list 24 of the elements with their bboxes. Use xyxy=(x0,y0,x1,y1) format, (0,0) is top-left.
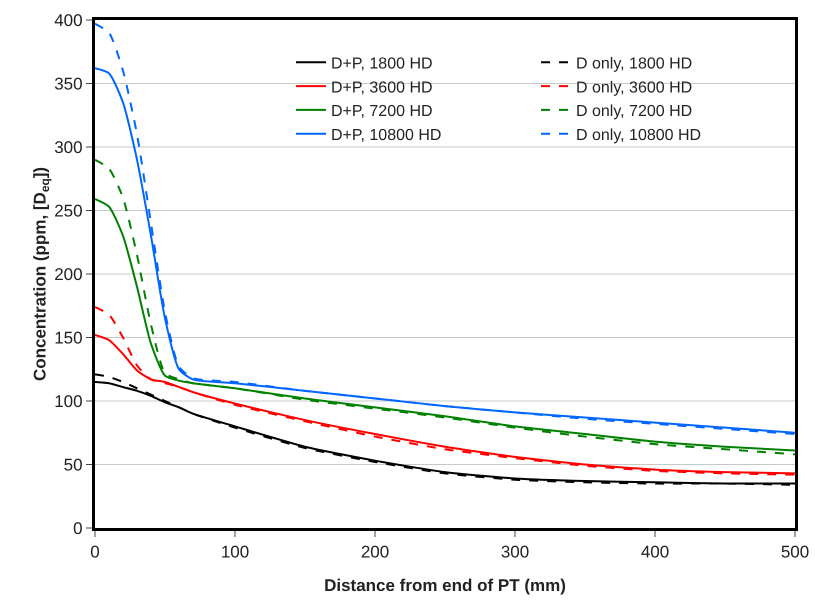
legend-label: D+P, 1800 HD xyxy=(331,56,433,73)
y-tick-label: 100 xyxy=(54,392,83,411)
y-tick-label: 50 xyxy=(64,455,83,474)
y-tick-label: 300 xyxy=(54,138,83,157)
y-tick-label: 400 xyxy=(54,10,83,30)
y-tick-label: 250 xyxy=(54,201,83,220)
y-tick-label: 350 xyxy=(54,74,83,94)
legend-label: D only, 1800 HD xyxy=(576,56,692,73)
legend-label: D+P, 10800 HD xyxy=(331,126,442,144)
x-tick-label: 300 xyxy=(500,542,530,562)
y-tick-label: 200 xyxy=(54,264,83,284)
x-tick-label: 400 xyxy=(640,542,670,562)
x-tick-label: 0 xyxy=(90,542,100,562)
legend-label: D only, 10800 HD xyxy=(576,126,702,144)
legend-label: D only, 7200 HD xyxy=(576,103,692,120)
legend-label: D+P, 7200 HD xyxy=(331,103,433,120)
x-tick-label: 100 xyxy=(220,542,250,562)
legend-label: D only, 3600 HD xyxy=(576,79,692,96)
x-tick-label: 500 xyxy=(780,542,810,562)
y-tick-label: 150 xyxy=(54,328,83,348)
x-axis-title: Distance from end of PT (mm) xyxy=(324,576,566,595)
legend-label: D+P, 3600 HD xyxy=(331,79,433,96)
y-tick-label: 0 xyxy=(73,518,83,538)
x-tick-label: 200 xyxy=(360,542,390,562)
